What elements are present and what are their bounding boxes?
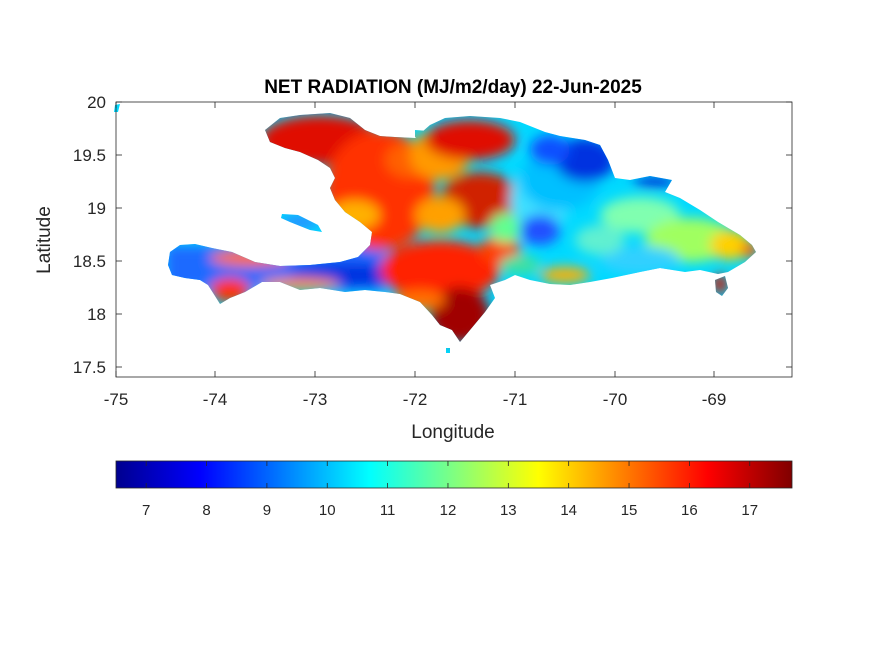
- colorbar-tick-label: 12: [440, 502, 457, 519]
- y-axis: 20 19.5 19 18.5 18 17.5: [73, 93, 792, 377]
- colorbar-tick-label: 10: [319, 502, 336, 519]
- colorbar-tick-label: 14: [560, 502, 577, 519]
- x-axis-label: Longitude: [411, 422, 494, 443]
- x-tick-label: -71: [503, 390, 528, 409]
- x-tick-label: -70: [603, 390, 628, 409]
- x-axis: -75 -74 -73 -72 -71 -70 -69: [104, 102, 727, 409]
- colorbar-tick-label: 15: [621, 502, 638, 519]
- x-tick-label: -72: [403, 390, 428, 409]
- y-tick-label: 18: [87, 305, 106, 324]
- y-tick-label: 17.5: [73, 358, 106, 377]
- x-tick-label: -75: [104, 390, 129, 409]
- y-tick-label: 19: [87, 199, 106, 218]
- colorbar-tick-label: 8: [202, 502, 210, 519]
- y-tick-label: 18.5: [73, 252, 106, 271]
- axes-box: [115, 101, 793, 378]
- colorbar-gradient: [115, 460, 793, 489]
- colorbar-tick-label: 13: [500, 502, 517, 519]
- chart-title: NET RADIATION (MJ/m2/day) 22-Jun-2025: [264, 77, 642, 98]
- y-tick-label: 19.5: [73, 146, 106, 165]
- colorbar-tick-label: 9: [263, 502, 271, 519]
- colorbar-tick-label: 17: [741, 502, 758, 519]
- y-tick-label: 20: [87, 93, 106, 112]
- x-tick-label: -74: [203, 390, 228, 409]
- colorbar-tick-label: 7: [142, 502, 150, 519]
- y-axis-label: Latitude: [34, 206, 55, 274]
- radiation-map: [114, 104, 756, 353]
- x-tick-label: -73: [303, 390, 328, 409]
- colorbar-tick-label: 16: [681, 502, 698, 519]
- colorbar-tick-label: 11: [380, 502, 396, 519]
- x-tick-label: -69: [702, 390, 727, 409]
- colorbar: 7 8 9 10 11 12 13 14 15 16 17: [115, 460, 793, 519]
